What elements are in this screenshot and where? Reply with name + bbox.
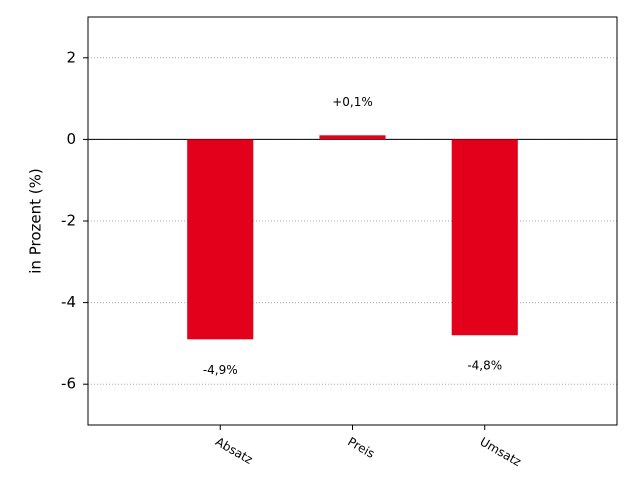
value-label: -4,8%	[467, 359, 502, 373]
y-axis-label: in Prozent (%)	[27, 168, 45, 273]
bar	[319, 135, 386, 140]
x-tick-label: Preis	[345, 435, 377, 461]
y-tick-label: 0	[66, 130, 76, 148]
y-tick-label: -2	[61, 212, 76, 230]
value-label: +0,1%	[332, 95, 373, 109]
x-tick-label: Umsatz	[478, 435, 524, 470]
bar	[451, 139, 518, 336]
value-label: -4,9%	[203, 363, 238, 377]
bar	[187, 139, 254, 340]
y-tick-label: -6	[61, 375, 76, 393]
x-tick-label: Absatz	[213, 435, 255, 467]
y-tick-label: 2	[66, 48, 76, 66]
y-tick-label: -4	[61, 293, 76, 311]
